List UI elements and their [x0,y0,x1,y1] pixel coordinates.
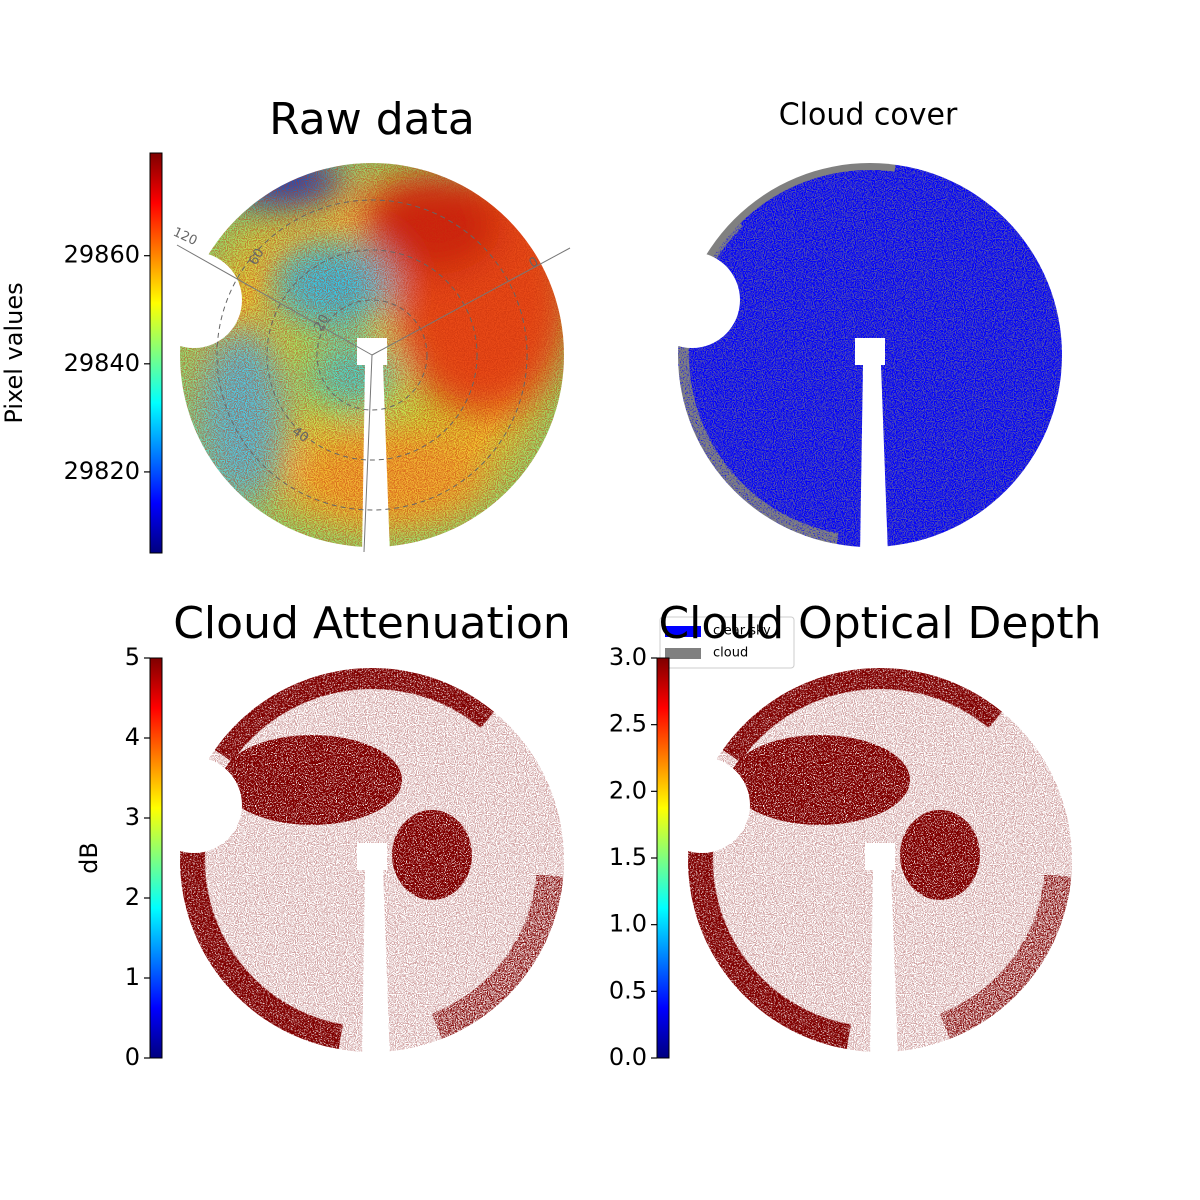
sky-pixels [667,152,1073,558]
azimuth-line [371,247,571,356]
legend: clear sky cloud [659,616,795,669]
sky-image [667,152,1073,558]
panel-title: Raw data [269,94,475,145]
polar-label: 60 [246,246,267,268]
colorbar-tick-label: 29820 [64,457,140,485]
sky-image [175,663,569,1057]
colorbar-tick-label: 0.5 [609,976,647,1004]
colorbar-tick-label: 1.0 [609,910,647,938]
colorbar-tick-label: 4 [125,723,140,751]
sky-pixels [683,663,1077,1057]
cloud-speckle [685,665,1075,1055]
colorbar-tick-label: 3 [125,803,140,831]
colorbar-label: Pixel values [0,282,28,423]
polar-label: 20 [311,312,332,334]
colorbar-tick-label: 1.5 [609,843,647,871]
colorbar-label: dB [75,842,103,874]
polar-ring [266,249,478,461]
legend-swatch [665,626,701,637]
cloud-speckle [177,665,567,1055]
cloud-speckle [672,157,1068,553]
colorbar [149,657,163,1059]
colorbar-tick-label: 2.0 [609,776,647,804]
colorbar-tick-label: 29860 [64,241,140,269]
legend-swatch [665,648,701,659]
panel-title: Cloud Attenuation [173,598,571,649]
colorbar-tick-label: 2 [125,883,140,911]
panel-title: Cloud cover [779,98,958,133]
azimuth-line [363,354,373,553]
colorbar-tick-label: 0.0 [609,1043,647,1071]
polar-label: 120 [171,225,200,249]
colorbar-tick-label: 0 [125,1043,140,1071]
azimuth-line [176,244,373,356]
sky-image [683,663,1077,1057]
sky-pixels [175,663,569,1057]
colorbar-tick-label: 2.5 [609,710,647,738]
colorbar [656,657,670,1059]
legend-label: clear sky [713,624,771,639]
colorbar [149,152,163,554]
colorbar-tick-label: 29840 [64,349,140,377]
panel-title: Cloud Optical Depth [658,598,1101,649]
legend-label: cloud [713,646,748,661]
colorbar-tick-label: 1 [125,963,140,991]
colorbar-tick-label: 5 [125,643,140,671]
polar-ring [216,199,528,511]
colorbar-tick-label: 3.0 [609,643,647,671]
sky-pixels [177,155,572,550]
polar-ring [316,299,428,411]
